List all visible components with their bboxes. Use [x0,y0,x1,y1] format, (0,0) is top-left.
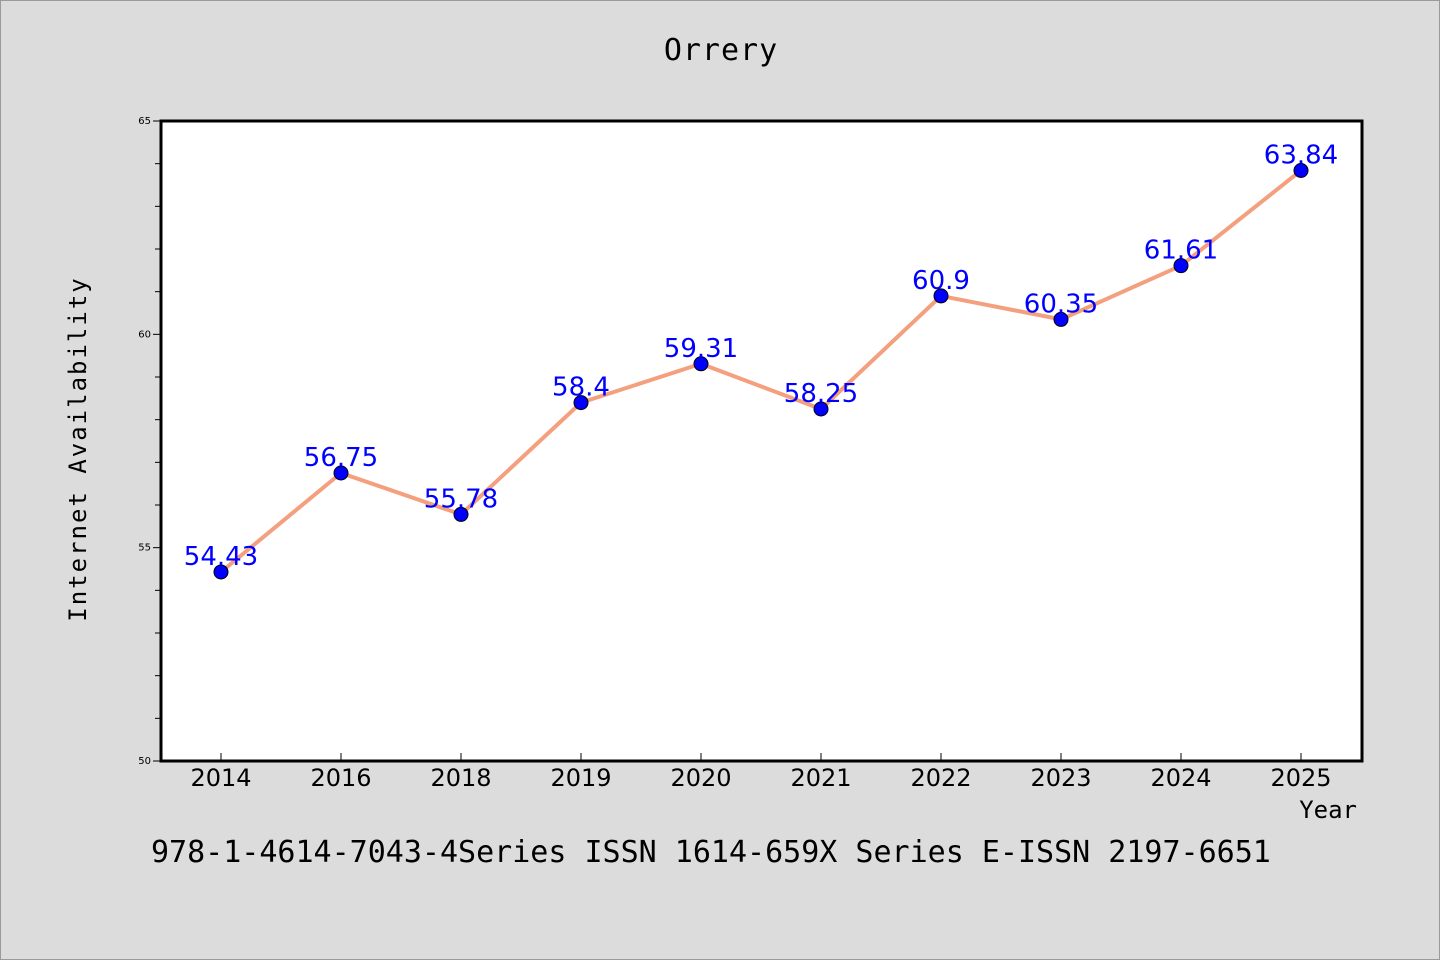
data-label: 54.43 [184,542,258,572]
data-point [1293,162,1309,178]
data-label: 58.25 [784,379,858,409]
data-label: 60.35 [1024,289,1098,319]
data-point [573,395,589,411]
data-label: 61.61 [1144,236,1218,266]
x-tick-label: 2024 [1150,764,1211,792]
x-tick-label: 2014 [190,764,251,792]
data-label: 56.75 [304,443,378,473]
data-label: 59.31 [664,334,738,364]
data-point [213,564,229,580]
x-tick-label: 2022 [910,764,971,792]
series-line [219,168,1303,574]
data-label: 63.84 [1264,140,1338,170]
y-tick-label: 55 [138,543,151,554]
plot-area [159,119,1364,763]
data-point [813,401,829,417]
x-tick-label: 2025 [1270,764,1331,792]
y-tick-label: 50 [138,756,151,767]
data-point [453,506,469,522]
y-tick-label: 65 [138,116,151,127]
data-point [333,465,349,481]
chart-title: Orrery [663,33,779,68]
data-point [1053,311,1069,327]
x-axis-label: Year [1299,796,1357,824]
data-label: 60.9 [912,266,970,296]
x-tick-label: 2019 [550,764,611,792]
data-point [1173,258,1189,274]
x-tick-label: 2023 [1030,764,1091,792]
footer-isbn-text: 978-1-4614-7043-4Series ISSN 1614-659X S… [151,835,1271,870]
data-point [933,288,949,304]
x-tick-label: 2021 [790,764,851,792]
x-tick-label: 2020 [670,764,731,792]
x-tick-label: 2016 [310,764,371,792]
x-tick-label: 2018 [430,764,491,792]
data-point [693,356,709,372]
data-label: 58.4 [552,373,610,403]
data-label: 55.78 [424,484,498,514]
y-tick-label: 60 [138,329,151,340]
